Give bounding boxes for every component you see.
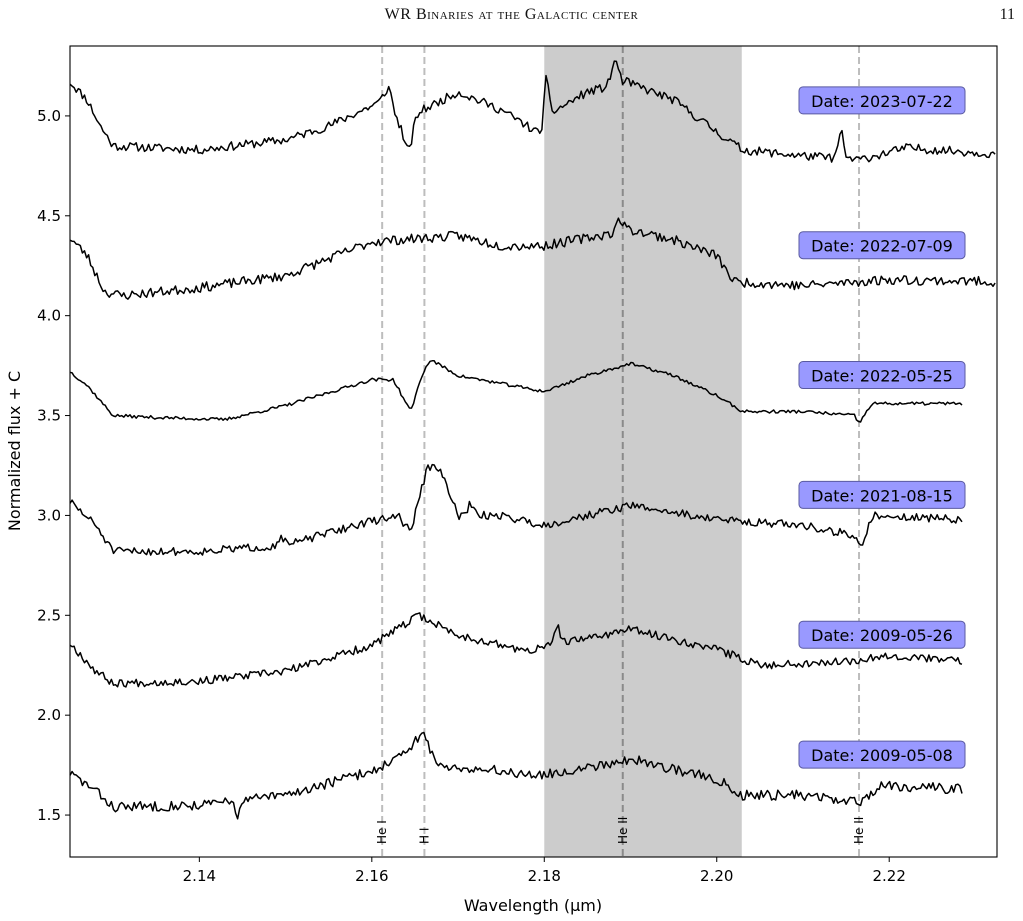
date-labels-layer: Date: 2023-07-22 Date: 2022-07-09 Date: 20… (798, 86, 966, 769)
shaded-region (544, 46, 742, 857)
reference-lines-layer: He I H I He II He II (375, 46, 866, 857)
x-tick-label: 2.22 (873, 867, 906, 885)
date-label-box (798, 361, 966, 390)
y-tick-label: 5.0 (37, 107, 61, 125)
date-label-box (798, 86, 966, 115)
reference-line-label: He II (616, 817, 630, 844)
date-label-text: Date: 2021-08-15 (811, 486, 953, 505)
spectrum-line (69, 360, 963, 423)
plot-frame (69, 45, 998, 858)
date-label-box (798, 480, 966, 509)
x-tick-label: 2.20 (700, 867, 733, 885)
y-tick-label: 2.0 (37, 706, 61, 724)
series-layer (69, 60, 996, 820)
y-tick-label: 3.5 (37, 407, 61, 425)
date-label-box (798, 740, 966, 769)
y-tick-label: 4.5 (37, 207, 61, 225)
date-label-box (798, 231, 966, 260)
date-label-text: Date: 2009-05-26 (811, 626, 953, 645)
y-tick-label: 3.0 (37, 506, 61, 524)
ticks-layer: 2.14 2.16 2.18 2.20 2.22 1.5 2.0 2.5 3.0 3.5 4.0 4.… (37, 107, 906, 885)
page-number: 11 (999, 6, 1015, 23)
spectrum-line (69, 60, 996, 163)
date-label: Date: 2009-05-08 (798, 740, 966, 769)
x-tick-label: 2.16 (355, 867, 388, 885)
x-axis-label: Wavelength (μm) (464, 896, 602, 915)
y-tick-label: 2.5 (37, 606, 61, 624)
y-axis-label: Normalized flux + C (5, 371, 24, 531)
date-label: Date: 2009-05-26 (798, 620, 966, 649)
y-tick-label: 4.0 (37, 307, 61, 325)
date-label-text: Date: 2023-07-22 (811, 92, 953, 111)
running-head: WR Binaries at the Galactic center 11 (0, 0, 1023, 30)
spectrum-line (69, 731, 963, 820)
date-label: Date: 2022-07-09 (798, 231, 966, 260)
spectrum-line (69, 217, 996, 300)
date-label-text: Date: 2022-05-25 (811, 367, 953, 386)
date-label: Date: 2021-08-15 (798, 480, 966, 509)
x-tick-label: 2.18 (528, 867, 561, 885)
reference-line-label: He II (852, 817, 866, 844)
reference-line-label: H I (417, 828, 431, 844)
date-label-text: Date: 2022-07-09 (811, 237, 953, 256)
shade-layer (544, 46, 742, 857)
spectrum-line (69, 463, 963, 557)
date-label: Date: 2023-07-22 (798, 86, 966, 115)
date-label: Date: 2022-05-25 (798, 361, 966, 390)
date-label-text: Date: 2009-05-08 (811, 746, 953, 765)
spectrum-line (69, 612, 963, 688)
running-title: WR Binaries at the Galactic center (384, 6, 639, 23)
reference-line-label: He I (375, 820, 389, 844)
date-label-box (798, 620, 966, 649)
y-tick-label: 1.5 (37, 806, 61, 824)
x-tick-label: 2.14 (183, 867, 216, 885)
